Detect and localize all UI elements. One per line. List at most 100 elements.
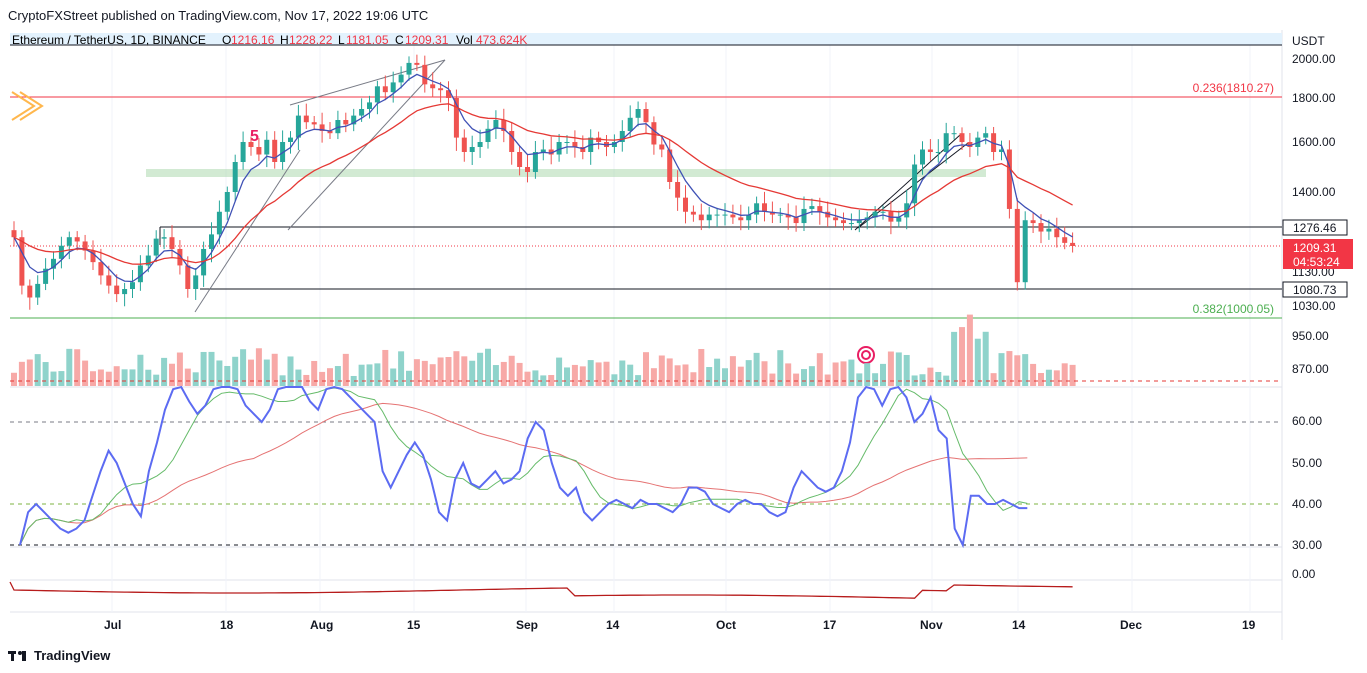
volume-bar [97, 369, 104, 386]
svg-text:H: H [280, 33, 289, 47]
svg-text:1209.31: 1209.31 [1293, 241, 1337, 255]
candle-body [351, 115, 357, 125]
candle-body [738, 217, 744, 221]
candle-body [659, 144, 665, 150]
volume-bar [880, 363, 886, 386]
volume-bar [658, 355, 665, 386]
candle-body [1070, 242, 1076, 246]
rsi-fast-ma [19, 387, 1028, 546]
volume-bar [42, 362, 49, 386]
candle-body [825, 211, 831, 218]
volume-bar [437, 357, 444, 386]
candle-body [35, 283, 41, 298]
volume-bar [974, 338, 981, 386]
candle-body [303, 115, 309, 123]
volume-bar [801, 369, 807, 386]
price-tick: 950.00 [1292, 329, 1329, 343]
volume-bar [769, 373, 776, 386]
volume-bar [184, 368, 191, 386]
volume-bar [287, 356, 294, 386]
candle-body [1022, 220, 1028, 283]
candle-body [367, 102, 372, 109]
candle-body [935, 152, 941, 153]
candle-body [777, 214, 783, 216]
candle-body [288, 137, 293, 142]
candle-body [706, 214, 712, 221]
candle-body [667, 149, 673, 182]
volume-bar [113, 366, 120, 386]
volume-bar [516, 362, 523, 386]
candle-body [27, 285, 33, 298]
candle-body [580, 147, 586, 152]
candle-body [461, 137, 467, 152]
candle-body [572, 142, 578, 147]
candle-body [177, 248, 183, 266]
candle-body [477, 142, 483, 147]
candle-body [137, 265, 143, 283]
volume-bar [66, 348, 73, 386]
volume-bar [485, 348, 491, 386]
candle-body [730, 214, 736, 218]
volume-bar [650, 368, 657, 386]
candle-body [1062, 237, 1068, 243]
candle-body [943, 133, 949, 152]
volume-bar [208, 351, 215, 386]
rsi-slow-ma [19, 402, 1028, 546]
volume-bar [390, 368, 397, 386]
ema-slow [13, 103, 1073, 265]
candle-body [82, 241, 88, 251]
candle-body [793, 217, 799, 224]
volume-bar [793, 373, 800, 386]
volume-bar [1006, 351, 1013, 386]
volume-bar [872, 373, 879, 386]
svg-text:1228.22: 1228.22 [289, 33, 333, 47]
candle-body [232, 162, 238, 192]
candle-body [209, 234, 214, 249]
volume-bar [698, 348, 705, 386]
svg-text:L: L [338, 33, 345, 47]
candle-body [74, 237, 80, 242]
volume-bar [232, 356, 239, 386]
svg-text:1216.16: 1216.16 [231, 33, 275, 47]
candle-body [556, 142, 562, 155]
volume-bar [406, 370, 412, 386]
date-tick: 15 [407, 618, 421, 632]
candle-body [1014, 208, 1020, 283]
candle-body [675, 182, 681, 198]
volume-bar [785, 363, 792, 386]
volume-bar [1038, 373, 1044, 386]
candle-body [414, 62, 420, 65]
volume-bar [90, 371, 96, 386]
candle-body [374, 86, 380, 103]
candle-body [390, 82, 396, 93]
date-tick: Oct [716, 618, 736, 632]
volume-bar [453, 351, 460, 386]
price-axis[interactable]: 2000.001800.001600.001400.001130.001030.… [1292, 52, 1336, 376]
publisher-header: CryptoFXStreet published on TradingView.… [8, 8, 429, 23]
time-axis[interactable]: Jul 18 Aug 15 Sep 14 Oct 17 Nov 14 Dec 19 [104, 618, 1256, 632]
volume-bar [295, 369, 302, 386]
volume-bar [587, 360, 594, 386]
date-tick: 18 [220, 618, 234, 632]
volume-bar [1045, 369, 1052, 386]
candle-body [469, 147, 475, 152]
candle-body [193, 275, 199, 289]
volume-bar [548, 375, 555, 386]
chart-grid [10, 30, 1283, 640]
volume-bar [413, 359, 420, 386]
candle-body [264, 139, 270, 155]
candle-body [525, 167, 530, 172]
volume-bar [192, 372, 199, 386]
candle-body [1038, 223, 1044, 232]
candle-body [698, 214, 704, 221]
volume-bar [951, 331, 958, 386]
date-tick: Dec [1120, 618, 1142, 632]
volume-bar [248, 359, 254, 386]
volume-bar [824, 374, 831, 386]
volume-bar [556, 357, 563, 386]
candle-body [19, 237, 25, 286]
candle-body [335, 120, 341, 134]
volume-bar [990, 373, 997, 386]
candle-body [1046, 228, 1052, 232]
